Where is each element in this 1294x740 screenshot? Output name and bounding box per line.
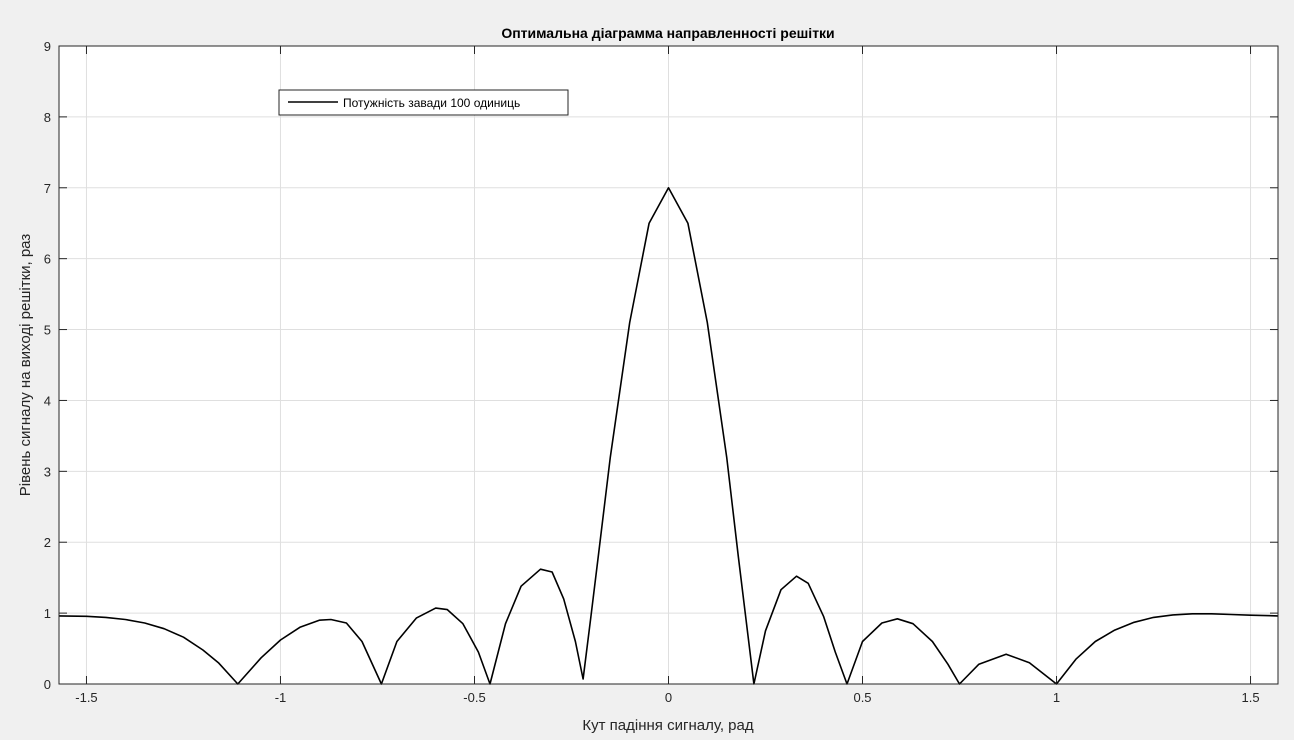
axes-box xyxy=(58,45,1279,685)
y-tick-label: 5 xyxy=(44,323,51,338)
y-tick-label: 7 xyxy=(44,181,51,196)
y-axis-label: Рівень сигналу на виході решітки, раз xyxy=(17,234,34,497)
legend[interactable]: Потужність завади 100 одиниць xyxy=(278,89,569,116)
x-tick-label: 1 xyxy=(1053,690,1060,705)
series-line xyxy=(58,187,1279,685)
x-tick-label: -0.5 xyxy=(463,690,485,705)
y-tick-label: 0 xyxy=(44,677,51,692)
y-tick-label: 2 xyxy=(44,535,51,550)
y-tick-label: 6 xyxy=(44,252,51,267)
chart-title: Оптимальна діаграмма направленності реші… xyxy=(501,25,834,41)
y-tick-label: 3 xyxy=(44,464,51,479)
x-tick-label: 1.5 xyxy=(1241,690,1259,705)
y-tick-label: 8 xyxy=(44,110,51,125)
x-tick-label: 0.5 xyxy=(853,690,871,705)
x-tick-label: 0 xyxy=(665,690,672,705)
y-tick-label: 4 xyxy=(44,393,51,408)
axis-ticks: -1.5 -1 -0.5 0 0.5 1 1.5 0 1 2 3 4 5 6 7 8 9 xyxy=(44,39,1278,705)
x-tick-label: -1.5 xyxy=(75,690,97,705)
x-tick-label: -1 xyxy=(275,690,287,705)
x-axis-label: Кут падіння сигналу, рад xyxy=(582,717,753,734)
y-tick-label: 1 xyxy=(44,606,51,621)
y-tick-label: 9 xyxy=(44,39,51,54)
legend-entry-label: Потужність завади 100 одиниць xyxy=(343,96,520,110)
